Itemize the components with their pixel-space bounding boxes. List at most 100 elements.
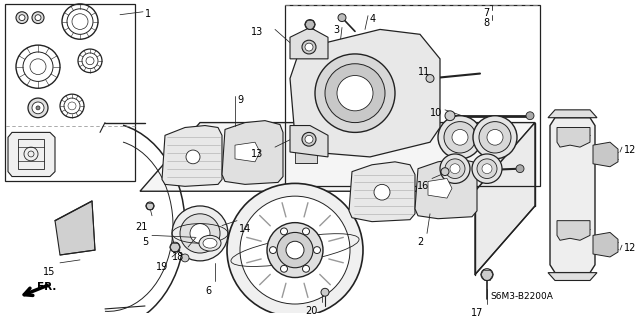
Circle shape	[172, 206, 228, 261]
Circle shape	[314, 247, 321, 254]
Bar	[295, 145, 317, 163]
Circle shape	[190, 224, 210, 243]
Circle shape	[374, 184, 390, 200]
Polygon shape	[290, 126, 328, 157]
Circle shape	[180, 214, 220, 253]
Polygon shape	[290, 29, 440, 157]
Text: 13: 13	[251, 149, 263, 159]
Polygon shape	[415, 159, 477, 219]
Text: 13: 13	[251, 27, 263, 37]
Circle shape	[269, 247, 276, 254]
Circle shape	[240, 196, 350, 304]
Text: 5: 5	[141, 237, 148, 247]
Circle shape	[302, 40, 316, 54]
Circle shape	[450, 164, 460, 174]
Text: 18: 18	[172, 252, 184, 262]
Polygon shape	[290, 27, 328, 59]
Circle shape	[338, 14, 346, 22]
Polygon shape	[162, 126, 222, 186]
Circle shape	[302, 132, 316, 146]
Circle shape	[472, 154, 502, 183]
Circle shape	[303, 265, 310, 272]
Polygon shape	[5, 4, 135, 182]
Polygon shape	[475, 122, 535, 275]
Circle shape	[286, 241, 304, 259]
Polygon shape	[548, 273, 597, 280]
Text: 17: 17	[470, 308, 483, 318]
Circle shape	[170, 242, 180, 252]
Text: 3: 3	[333, 25, 339, 34]
Text: 11: 11	[418, 67, 430, 77]
Text: FR.: FR.	[37, 282, 56, 293]
Circle shape	[477, 159, 497, 179]
Circle shape	[32, 12, 44, 24]
Polygon shape	[222, 121, 283, 184]
Circle shape	[19, 15, 25, 21]
Circle shape	[36, 106, 40, 110]
Circle shape	[16, 12, 28, 24]
Circle shape	[315, 54, 395, 132]
Polygon shape	[428, 179, 452, 198]
Circle shape	[267, 223, 323, 278]
Circle shape	[305, 135, 313, 143]
Polygon shape	[593, 233, 618, 257]
Circle shape	[516, 165, 524, 173]
Circle shape	[473, 116, 517, 159]
Circle shape	[321, 288, 329, 296]
Circle shape	[445, 111, 455, 121]
Circle shape	[325, 64, 385, 122]
Circle shape	[440, 154, 470, 183]
Circle shape	[35, 15, 41, 21]
Polygon shape	[593, 142, 618, 167]
Text: 4: 4	[370, 14, 376, 24]
Circle shape	[280, 228, 287, 235]
Circle shape	[28, 98, 48, 118]
Circle shape	[441, 168, 449, 175]
Circle shape	[487, 130, 503, 145]
Circle shape	[526, 112, 534, 120]
Circle shape	[305, 43, 313, 51]
Text: 19: 19	[156, 262, 168, 272]
Circle shape	[280, 265, 287, 272]
Circle shape	[452, 130, 468, 145]
Text: 12: 12	[624, 243, 636, 253]
Polygon shape	[55, 201, 95, 255]
Polygon shape	[557, 221, 590, 240]
Circle shape	[186, 150, 200, 164]
Text: 16: 16	[417, 182, 429, 191]
Circle shape	[181, 254, 189, 262]
Polygon shape	[140, 122, 535, 191]
Polygon shape	[550, 118, 595, 273]
Polygon shape	[235, 142, 260, 162]
Circle shape	[146, 202, 154, 210]
Text: 21: 21	[136, 222, 148, 232]
Circle shape	[32, 102, 44, 114]
Text: 1: 1	[145, 9, 151, 19]
Polygon shape	[8, 132, 55, 176]
Text: S6M3-B2200A: S6M3-B2200A	[490, 292, 553, 301]
Circle shape	[426, 75, 434, 82]
Text: 7: 7	[483, 8, 489, 18]
Circle shape	[482, 164, 492, 174]
Polygon shape	[557, 128, 590, 147]
Circle shape	[479, 122, 511, 153]
Circle shape	[305, 19, 315, 29]
Circle shape	[337, 76, 373, 111]
Text: 9: 9	[237, 95, 243, 105]
Text: 12: 12	[624, 145, 636, 155]
Ellipse shape	[199, 235, 221, 251]
Circle shape	[303, 228, 310, 235]
Circle shape	[438, 116, 482, 159]
Circle shape	[227, 183, 363, 317]
Text: 8: 8	[483, 18, 489, 28]
Polygon shape	[548, 110, 597, 118]
Text: 20: 20	[306, 306, 318, 316]
Text: 15: 15	[43, 267, 55, 277]
Ellipse shape	[203, 238, 217, 248]
Circle shape	[445, 159, 465, 179]
Polygon shape	[349, 162, 415, 222]
Text: 10: 10	[429, 108, 442, 118]
Text: 2: 2	[418, 237, 424, 247]
Text: 6: 6	[205, 286, 211, 296]
Circle shape	[444, 122, 476, 153]
